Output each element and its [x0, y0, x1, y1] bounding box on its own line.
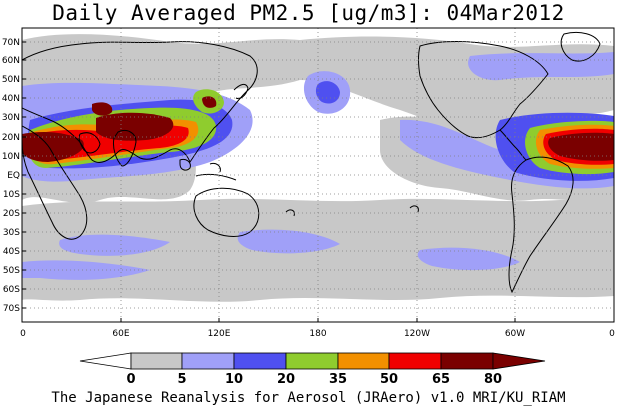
lon-label: 0 — [20, 329, 26, 339]
legend-swatch-0 — [79, 352, 132, 370]
map-ticks — [22, 41, 516, 322]
legend-threshold-label: 20 — [277, 372, 295, 387]
lon-label: 60W — [505, 329, 525, 339]
pm25-field — [22, 31, 614, 302]
lat-label: 20N — [2, 133, 20, 143]
lat-label: 20S — [3, 209, 20, 219]
pm25-band-above-80 — [22, 96, 614, 162]
lat-label: 30S — [3, 228, 20, 238]
lon-label: 180 — [309, 329, 326, 339]
legend-threshold-label: 35 — [329, 372, 347, 387]
legend-swatch-1 — [130, 352, 183, 370]
lon-label: 120W — [404, 329, 430, 339]
lat-label: 70N — [2, 38, 20, 48]
legend-threshold-label: 50 — [380, 372, 398, 387]
lat-label: 50S — [3, 266, 20, 276]
map-gridlines — [22, 28, 614, 322]
lat-label: EQ — [7, 171, 20, 181]
legend-swatch-6 — [388, 352, 442, 370]
legend-swatch-2 — [181, 352, 235, 370]
lon-label: 120E — [208, 329, 231, 339]
lat-label: 60N — [2, 56, 20, 66]
legend-swatch-8 — [492, 352, 546, 370]
map-title: Daily Averaged PM2.5 [ug/m3]: 04Mar2012 — [52, 1, 565, 25]
legend-threshold-label: 0 — [126, 372, 135, 387]
legend-threshold-label: 65 — [432, 372, 450, 387]
lat-label: 10N — [2, 152, 20, 162]
lat-label: 30N — [2, 113, 20, 123]
lat-label: 40N — [2, 94, 20, 104]
legend-swatch-7 — [440, 352, 494, 370]
lat-label: 40S — [3, 247, 20, 257]
lat-label: 60S — [3, 285, 20, 295]
legend-swatch-4 — [285, 352, 339, 370]
legend-swatch-5 — [337, 352, 390, 370]
lat-label: 10S — [3, 190, 20, 200]
lon-label: 0 — [609, 329, 615, 339]
footer-credit: The Japanese Reanalysis for Aerosol (JRA… — [51, 390, 566, 406]
lat-label: 50N — [2, 75, 20, 85]
legend-threshold-label: 5 — [177, 372, 186, 387]
legend-swatch-3 — [233, 352, 287, 370]
lat-label: 70S — [3, 304, 20, 314]
legend-threshold-label: 10 — [225, 372, 243, 387]
color-legend — [79, 352, 546, 370]
lon-label: 60E — [112, 329, 129, 339]
legend-threshold-label: 80 — [484, 372, 502, 387]
